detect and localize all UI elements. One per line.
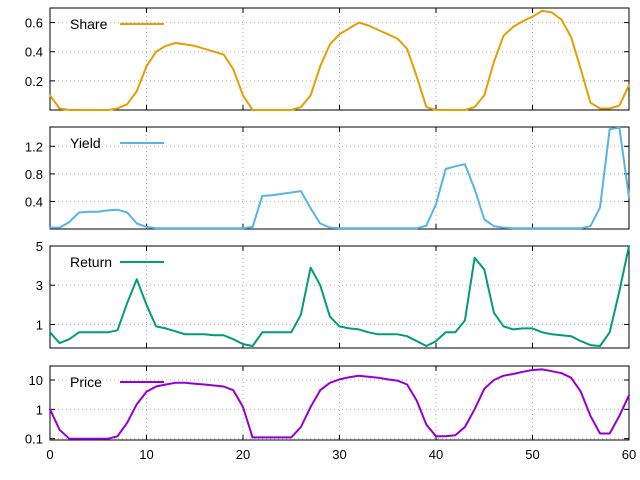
- y-tick-label: 1: [36, 402, 43, 417]
- x-tick-label: 0: [46, 447, 53, 462]
- y-tick-label: 1: [36, 317, 43, 332]
- series-line-return: [49, 245, 630, 347]
- y-tick-label: 5: [36, 239, 43, 254]
- legend-label-return: Return: [70, 254, 112, 270]
- y-tick-label: 0.6: [25, 16, 43, 31]
- y-tick-label: 10: [29, 373, 43, 388]
- legend-label-yield: Yield: [70, 135, 101, 151]
- x-tick-label: 30: [332, 447, 346, 462]
- x-tick-label: 60: [622, 447, 636, 462]
- x-tick-label: 50: [525, 447, 539, 462]
- series-line-yield: [49, 126, 630, 230]
- series-line-share: [49, 9, 630, 111]
- x-tick-label: 20: [236, 447, 250, 462]
- y-tick-label: 0.1: [25, 432, 43, 447]
- y-tick-label: 0.4: [25, 194, 43, 209]
- legend-label-price: Price: [70, 374, 102, 390]
- legend-label-share: Share: [70, 16, 108, 32]
- y-tick-label: 0.2: [25, 74, 43, 89]
- x-tick-label: 40: [429, 447, 443, 462]
- y-tick-label: 3: [36, 278, 43, 293]
- series-line-price: [49, 368, 630, 440]
- panel-1: 0.2 0.4 0.6 Share: [25, 7, 630, 111]
- y-tick-label: 0.8: [25, 167, 43, 182]
- y-tick-label: 1.2: [25, 139, 43, 154]
- x-tick-label: 10: [139, 447, 153, 462]
- y-tick-label: 0.4: [25, 45, 43, 60]
- panel-4: 0.1 1 10 0 10 20 30 40 50 60 Price: [25, 365, 636, 462]
- panel-2: 0.4 0.8 1.2 Yield: [25, 126, 630, 230]
- panel-3: 1 3 5 Return: [36, 239, 630, 349]
